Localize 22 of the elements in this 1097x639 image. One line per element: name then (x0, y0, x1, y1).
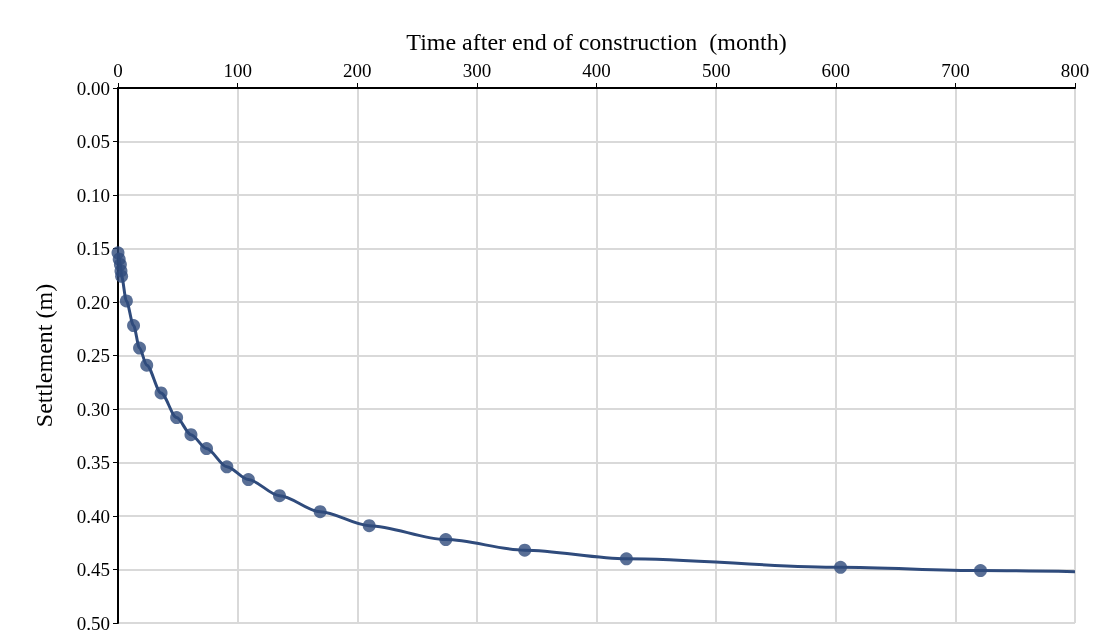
x-tick-label: 800 (1060, 60, 1090, 81)
x-tick-label: 600 (821, 60, 850, 81)
x-tick-label: 100 (223, 60, 252, 81)
x-tick-label: 300 (462, 60, 492, 81)
y-tick-label: 0.25 (76, 345, 110, 366)
y-tick-label: 0.45 (76, 559, 110, 580)
y-tick-label: 0.05 (76, 131, 110, 152)
x-axis-title: Time after end of construction (month) (406, 29, 787, 55)
y-tick-label: 0.20 (76, 291, 110, 313)
y-tick-label: 0.00 (76, 77, 110, 99)
x-tick-label: 200 (343, 60, 372, 81)
y-tick-label: 0.35 (76, 452, 110, 473)
y-tick-label: 0.30 (76, 398, 110, 420)
y-tick-label: 0.40 (76, 505, 110, 527)
x-tick-label: 700 (941, 60, 970, 81)
x-tick-label: 400 (582, 60, 611, 81)
y-tick-label: 0.10 (76, 184, 110, 206)
y-tick-label: 0.50 (76, 612, 110, 634)
y-axis-title: Settlement (m) (31, 283, 57, 428)
y-tick-label: 0.15 (76, 238, 110, 259)
x-tick-label: 500 (701, 60, 731, 81)
x-tick-label: 0 (113, 60, 123, 81)
